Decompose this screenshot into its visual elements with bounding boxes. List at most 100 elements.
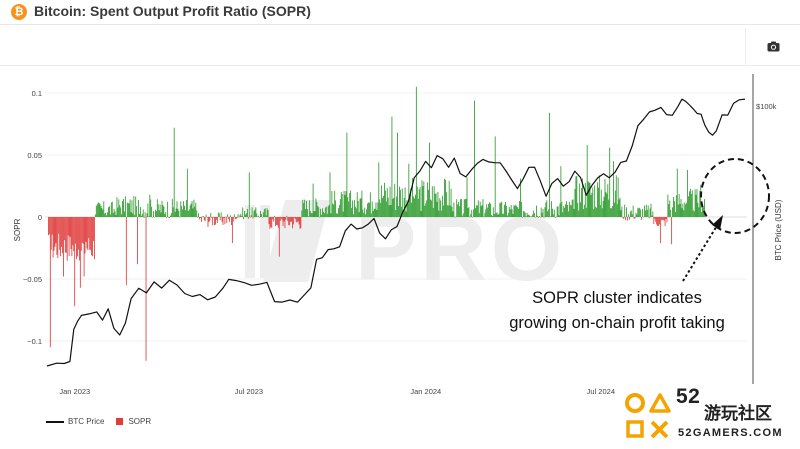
sopr-bar [353,200,355,217]
sopr-bar [443,205,444,217]
sopr-bar [273,217,275,222]
sopr-bar [664,217,666,227]
sopr-bar [234,217,236,220]
sopr-bar [608,199,610,217]
sopr-bar [663,217,665,221]
sopr-bar [104,213,106,217]
sopr-bar [655,217,657,222]
sopr-bar [644,210,646,217]
sopr-bar [60,217,62,257]
sopr-bar [653,217,655,225]
sopr-bar [80,217,82,251]
sopr-bar [597,182,598,217]
sopr-bar [396,196,398,217]
sopr-bar [179,216,181,218]
sopr-bar [164,213,166,217]
sopr-bar [430,200,432,217]
sopr-bar [523,211,525,217]
sopr-bar [350,190,352,217]
sopr-bar [577,202,579,217]
sopr-bar [407,203,409,217]
sopr-bar [362,209,364,217]
sopr-bar [578,210,580,217]
sopr-bar [70,217,72,250]
sopr-bar [682,203,684,217]
sopr-bar [614,190,616,217]
sopr-bar [185,200,187,217]
sopr-bar [210,212,212,217]
sopr-bar [159,204,161,217]
sopr-bar [572,199,574,217]
sopr-bar [68,217,70,257]
sopr-bar [556,206,558,217]
sopr-bar [97,202,99,217]
sopr-bar [643,205,645,217]
sopr-bar [305,209,307,217]
sopr-bar [223,217,225,218]
sopr-bar [322,208,323,217]
sopr-bar [458,202,459,217]
sopr-bar [249,217,251,218]
sopr-bar [326,213,328,217]
sopr-bar [419,187,421,217]
sopr-bar [410,188,412,217]
sopr-bar [95,205,97,217]
sopr-bar [582,178,583,217]
sopr-bar [248,172,250,217]
sopr-bar [585,207,587,217]
sopr-bar [600,189,602,217]
sopr-bar [321,214,322,217]
legend-btc-label: BTC Price [68,417,105,426]
sopr-bar [665,217,667,219]
sopr-bar [354,206,356,217]
sopr-bar [48,217,49,236]
sopr-bar [398,205,399,217]
sopr-bar [624,204,626,217]
btc-price-swatch [46,420,64,423]
sopr-bar [289,217,291,226]
x-tick-label: Jan 2024 [410,387,441,396]
sopr-bar [532,214,534,217]
sopr-bar [318,207,320,217]
screenshot-button[interactable] [745,28,800,65]
sopr-bar [243,217,245,220]
sopr-bar [77,217,78,257]
sopr-bar [560,166,562,217]
sopr-bar [550,216,551,217]
sopr-bar [697,202,699,217]
sopr-bar [581,187,582,217]
sopr-bar [271,217,273,229]
sopr-bar [689,188,691,217]
sopr-bar [364,207,366,217]
sopr-bar [633,217,635,219]
sopr-bar [460,199,461,217]
sopr-bar [415,86,417,217]
sopr-bar [293,217,295,218]
sopr-bar [477,200,479,217]
sopr-bar [411,202,413,217]
sopr-bar [514,206,516,217]
sopr-bar [107,212,108,217]
sopr-bar [403,198,405,217]
sopr-bar [570,205,572,217]
sopr-bar [701,212,703,217]
sopr-bar [564,207,566,217]
sopr-bar [507,213,509,217]
sopr-bar [246,208,248,217]
sopr-bar [442,195,444,217]
sopr-bar [373,208,375,217]
sopr-bar [327,206,329,217]
sopr-bar [629,211,631,217]
legend-sopr-label: SOPR [128,417,152,426]
sopr-bar [502,213,504,217]
sopr-bar [146,213,148,217]
sopr-bar [552,208,553,217]
sopr-bar [486,204,488,217]
sopr-bar [190,203,192,217]
sopr-bar [478,213,480,217]
sopr-bar [439,198,441,217]
sopr-bar [667,194,669,217]
sopr-bar [131,200,133,217]
sopr-bar [142,209,144,217]
sopr-bar [445,192,447,217]
